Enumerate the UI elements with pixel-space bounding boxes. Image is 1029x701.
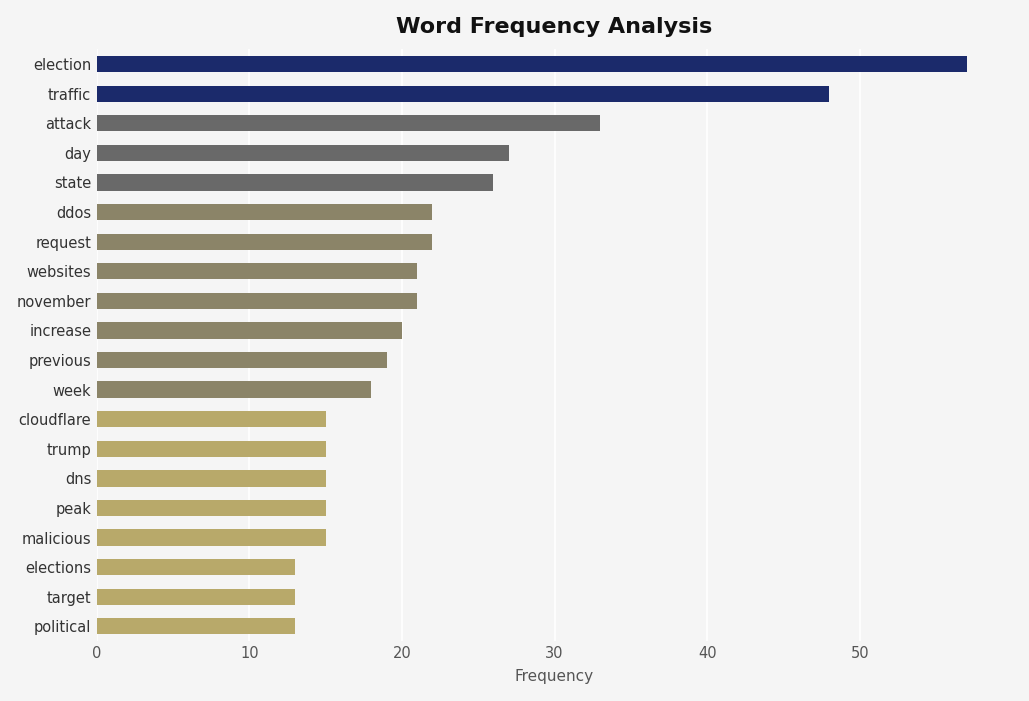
- X-axis label: Frequency: Frequency: [514, 669, 594, 684]
- Bar: [97, 204, 432, 220]
- Bar: [97, 381, 371, 397]
- Bar: [97, 529, 325, 545]
- Bar: [97, 352, 387, 368]
- Bar: [97, 145, 508, 161]
- Bar: [97, 175, 494, 191]
- Bar: [97, 322, 402, 339]
- Title: Word Frequency Analysis: Word Frequency Analysis: [396, 17, 713, 36]
- Bar: [97, 500, 325, 516]
- Bar: [97, 559, 295, 576]
- Bar: [97, 86, 829, 102]
- Bar: [97, 233, 432, 250]
- Bar: [97, 618, 295, 634]
- Bar: [97, 441, 325, 457]
- Bar: [97, 115, 600, 132]
- Bar: [97, 263, 417, 280]
- Bar: [97, 411, 325, 428]
- Bar: [97, 470, 325, 486]
- Bar: [97, 589, 295, 605]
- Bar: [97, 293, 417, 309]
- Bar: [97, 56, 966, 72]
